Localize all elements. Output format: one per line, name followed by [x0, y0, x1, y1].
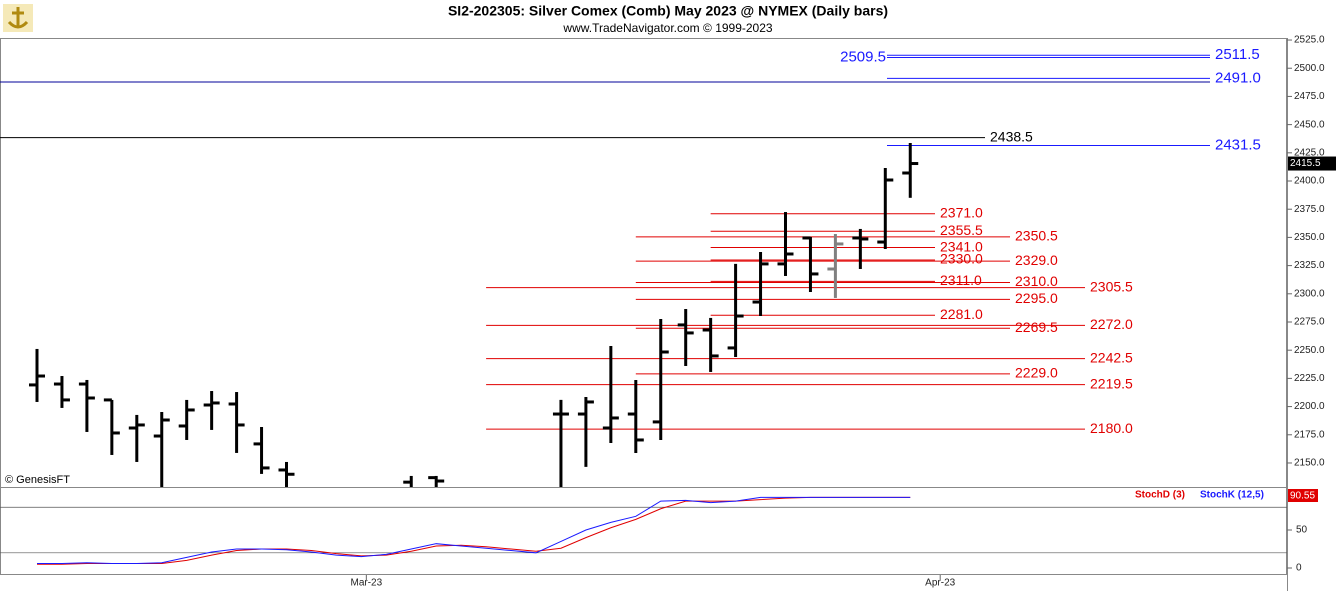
level-label: 2438.5 — [990, 128, 1033, 144]
y-tick-label: 2375.0 — [1294, 204, 1325, 215]
price-tag-label: 2415.5 — [1290, 158, 1321, 169]
plot-frame — [0, 38, 1287, 575]
y-tick-label: 2525.0 — [1294, 35, 1325, 46]
level-label: 2281.0 — [940, 306, 983, 322]
y-tick-label: 2175.0 — [1294, 429, 1325, 440]
chart-title: SI2-202305: Silver Comex (Comb) May 2023… — [448, 3, 888, 19]
level-label: 2330.0 — [940, 251, 983, 267]
price-panel — [0, 54, 1210, 487]
stoch-panel — [0, 496, 1287, 565]
level-label: 2509.5 — [840, 48, 886, 65]
level-label: 2229.0 — [1015, 365, 1058, 381]
x-tick-label: Apr-23 — [925, 578, 955, 589]
y-tick-label: 50 — [1296, 525, 1308, 536]
level-label: 2310.0 — [1015, 273, 1058, 289]
level-label: 2242.5 — [1090, 349, 1133, 365]
level-label: 2355.5 — [940, 222, 983, 238]
y-tick-label: 2450.0 — [1294, 119, 1325, 130]
price-tag — [1288, 156, 1336, 171]
logo — [3, 4, 33, 32]
level-label: 2329.0 — [1015, 252, 1058, 268]
level-label: 2295.0 — [1015, 290, 1058, 306]
y-tick-label: 2500.0 — [1294, 63, 1325, 74]
chart-subtitle: www.TradeNavigator.com © 1999-2023 — [562, 21, 772, 35]
level-label: 2491.0 — [1215, 69, 1261, 86]
level-label: 2180.0 — [1090, 420, 1133, 436]
legend-label: StochK (12,5) — [1200, 490, 1264, 501]
y-tick-label: 2250.0 — [1294, 345, 1325, 356]
level-label: 2431.5 — [1215, 136, 1261, 153]
stoch-tag-label: 90.55 — [1290, 491, 1315, 502]
level-label: 2511.5 — [1215, 46, 1260, 63]
level-label: 2350.5 — [1015, 228, 1058, 244]
level-label: 2305.5 — [1090, 278, 1133, 294]
y-tick-label: 2400.0 — [1294, 176, 1325, 187]
y-tick-label: 2275.0 — [1294, 317, 1325, 328]
y-tick-label: 2325.0 — [1294, 260, 1325, 271]
y-tick-label: 2225.0 — [1294, 373, 1325, 384]
y-tick-label: 2350.0 — [1294, 232, 1325, 243]
level-label: 2341.0 — [940, 238, 983, 254]
legend-label: StochD (3) — [1135, 490, 1185, 501]
stoch-line — [37, 496, 911, 565]
stoch-line — [37, 496, 911, 564]
level-label: 2219.5 — [1090, 375, 1133, 391]
y-tick-label: 2475.0 — [1294, 91, 1325, 102]
y-tick-label: 2300.0 — [1294, 288, 1325, 299]
stoch-tag — [1288, 489, 1318, 502]
watermark: © GenesisFT — [5, 474, 70, 486]
y-tick-label: 2425.0 — [1294, 147, 1325, 158]
x-tick-label: Mar-23 — [350, 578, 382, 589]
level-label: 2272.0 — [1090, 316, 1133, 332]
y-tick-label: 0 — [1296, 563, 1302, 574]
level-label: 2371.0 — [940, 204, 983, 220]
level-label: 2311.0 — [940, 272, 982, 288]
y-tick-label: 2200.0 — [1294, 401, 1325, 412]
y-tick-label: 2150.0 — [1294, 458, 1325, 469]
level-label: 2269.5 — [1015, 319, 1058, 335]
